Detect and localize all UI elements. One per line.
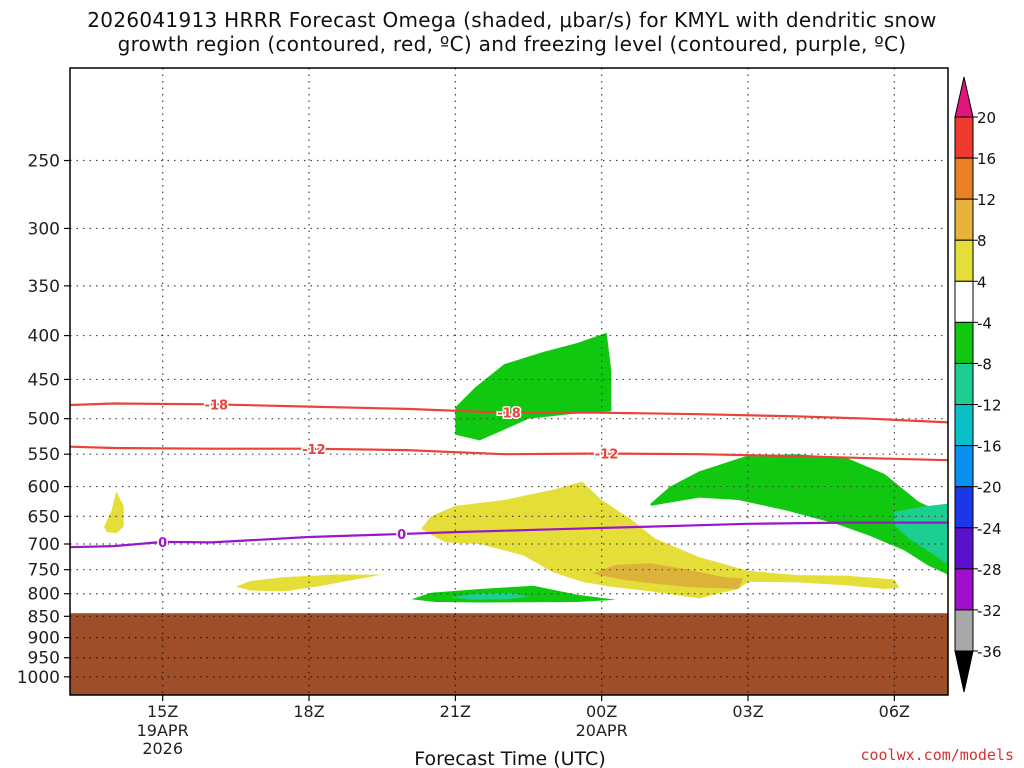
omega-region-7 [421, 481, 900, 599]
colorbar-arrow-bottom [954, 650, 974, 693]
xtick-label-18Z: 18Z [293, 702, 324, 721]
ground-below-surface [70, 613, 948, 695]
colorbar-segment-1 [954, 116, 974, 159]
omega-region-4 [450, 592, 529, 600]
source-credit: coolwx.com/models [860, 746, 1014, 764]
colorbar-label-13: -36 [977, 643, 1002, 661]
colorbar-segment-7 [954, 362, 974, 406]
ytick-label-700: 700 [28, 535, 60, 555]
colorbar-segment-9 [954, 445, 974, 488]
contour-0 [70, 521, 948, 549]
colorbar-segment-11 [954, 527, 974, 570]
colorbar-segment-5 [954, 280, 974, 323]
contour-lines: -18 -18 -12 -12 0 0 [70, 397, 948, 552]
colorbar-segment-12 [954, 568, 974, 611]
colorbar-label-7: -12 [977, 397, 1002, 415]
colorbar-label-11: -28 [977, 561, 1002, 579]
contour-label-0-1: 0 [397, 528, 406, 543]
ytick-label-1000: 1000 [17, 668, 60, 688]
ytick-label-750: 750 [28, 561, 60, 581]
colorbar-label-12: -32 [977, 602, 1002, 620]
colorbar: 20 16 12 8 4 -4 -8 -12 -16 -20 -24 -28 -32 -36 [954, 76, 1002, 693]
colorbar-label-8: -16 [977, 438, 1002, 456]
colorbar-label-1: 16 [977, 150, 996, 168]
ytick-label-900: 900 [28, 629, 60, 649]
colorbar-label-10: -24 [977, 520, 1002, 538]
contour-label--12-1: -12 [595, 448, 619, 463]
colorbar-segment-10 [954, 486, 974, 529]
colorbar-label-9: -20 [977, 479, 1002, 497]
ytick-label-250: 250 [28, 152, 60, 172]
xtick-label-21Z: 21Z [440, 702, 471, 721]
ytick-label-850: 850 [28, 607, 60, 627]
ytick-label-950: 950 [28, 649, 60, 669]
grid-lines [70, 68, 948, 695]
ytick-label-800: 800 [28, 585, 60, 605]
xtick-sublabel-15Z-1: 2026 [142, 739, 183, 758]
omega-region-5 [104, 491, 124, 534]
colorbar-label-2: 12 [977, 191, 996, 209]
ytick-label-400: 400 [28, 327, 60, 347]
colorbar-segment-8 [954, 404, 974, 447]
y-axis-ticks: 2503003504004505005506006507007508008509… [17, 152, 70, 688]
xtick-label-06Z: 06Z [879, 702, 910, 721]
colorbar-segment-13 [954, 609, 974, 652]
colorbar-label-5: -4 [977, 314, 992, 332]
contour-label--12-0: -12 [302, 443, 326, 458]
colorbar-label-3: 8 [977, 232, 987, 250]
ytick-label-350: 350 [28, 277, 60, 297]
xtick-label-00Z: 00Z [586, 702, 617, 721]
plot-frame [69, 67, 949, 696]
xtick-sublabel-15Z-0: 19APR [137, 721, 189, 740]
ytick-label-650: 650 [28, 507, 60, 527]
x-axis-label: Forecast Time (UTC) [414, 748, 605, 768]
xtick-sublabel-00Z-0: 20APR [576, 721, 628, 740]
shaded-regions [104, 332, 948, 603]
title-line-2: growth region (contoured, red, ºC) and f… [117, 32, 907, 56]
ytick-label-600: 600 [28, 478, 60, 498]
chart-title: 2026041913 HRRR Forecast Omega (shaded, … [0, 8, 1024, 56]
colorbar-segment-6 [954, 321, 974, 364]
colorbar-label-4: 4 [977, 273, 987, 291]
omega-region-1 [650, 454, 948, 575]
colorbar-arrow-top [954, 76, 974, 118]
ytick-label-500: 500 [28, 410, 60, 430]
omega-region-0 [455, 332, 612, 441]
contour--18 [70, 402, 948, 424]
colorbar-segment-4 [954, 239, 974, 282]
ground-grid-lines [70, 613, 948, 695]
contour-label--18-0: -18 [205, 398, 229, 413]
colorbar-label-0: 20 [977, 109, 996, 127]
contour-label--18-1: -18 [497, 407, 521, 422]
ytick-label-300: 300 [28, 219, 60, 239]
colorbar-segment-2 [954, 157, 974, 200]
contour-label-0-0: 0 [158, 536, 167, 551]
ytick-label-550: 550 [28, 445, 60, 465]
colorbar-segment-3 [954, 198, 974, 241]
title-line-1: 2026041913 HRRR Forecast Omega (shaded, … [87, 8, 937, 32]
omega-region-3 [894, 503, 948, 565]
colorbar-label-6: -8 [977, 355, 992, 373]
contour--12 [70, 445, 948, 462]
ytick-label-450: 450 [28, 370, 60, 390]
xtick-label-03Z: 03Z [732, 702, 763, 721]
xtick-label-15Z: 15Z [147, 702, 178, 721]
